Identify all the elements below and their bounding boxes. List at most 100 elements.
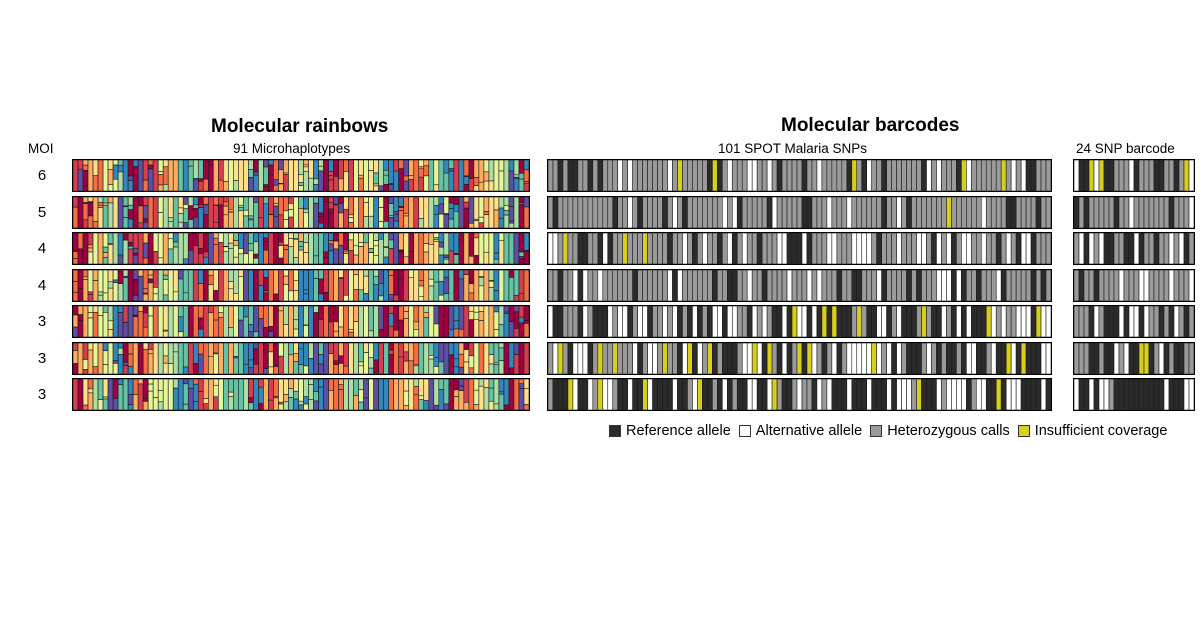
microhaplotype-allele-cell bbox=[147, 164, 154, 170]
microhaplotype-allele-cell bbox=[107, 281, 114, 289]
snp-reference-cell bbox=[916, 343, 922, 374]
microhaplotype-allele-cell bbox=[77, 248, 84, 264]
snp-heterozygous-cell bbox=[786, 160, 793, 191]
snp-heterozygous-cell bbox=[746, 233, 753, 264]
microhaplotype-allele-cell bbox=[167, 248, 174, 264]
rainbow-strip bbox=[72, 305, 530, 338]
snp-alternative-cell bbox=[781, 233, 788, 264]
snp-insufficient-coverage-cell bbox=[697, 379, 703, 410]
microhaplotype-allele-cell bbox=[107, 379, 114, 410]
snp-heterozygous-cell bbox=[652, 270, 658, 301]
microhaplotype-allele-cell bbox=[318, 222, 324, 228]
microhaplotype-allele-cell bbox=[298, 241, 304, 247]
microhaplotype-allele-cell bbox=[162, 166, 169, 185]
microhaplotype-allele-cell bbox=[112, 197, 119, 228]
snp-heterozygous-cell bbox=[926, 270, 932, 301]
microhaplotype-allele-cell bbox=[142, 401, 149, 410]
rainbow-strip bbox=[72, 378, 530, 411]
microhaplotype-allele-cell bbox=[303, 242, 309, 253]
microhaplotype-allele-cell bbox=[77, 314, 84, 321]
microhaplotype-allele-cell bbox=[368, 270, 374, 301]
microhaplotype-allele-cell bbox=[288, 238, 294, 248]
snp-reference-cell bbox=[1178, 379, 1185, 410]
microhaplotype-allele-cell bbox=[73, 197, 79, 208]
microhaplotype-allele-cell bbox=[73, 306, 79, 316]
snp-heterozygous-cell bbox=[642, 343, 648, 374]
snp-alternative-cell bbox=[786, 270, 793, 301]
microhaplotype-allele-cell bbox=[147, 197, 154, 228]
microhaplotype-allele-cell bbox=[403, 215, 410, 228]
snp-heterozygous-cell bbox=[657, 306, 663, 337]
snp-heterozygous-cell bbox=[637, 270, 643, 301]
microhaplotype-allele-cell bbox=[303, 396, 309, 405]
snp-reference-cell bbox=[1078, 160, 1085, 191]
microhaplotype-allele-cell bbox=[73, 160, 79, 191]
microhaplotype-allele-cell bbox=[77, 168, 84, 191]
snp-reference-cell bbox=[577, 270, 584, 301]
microhaplotype-allele-cell bbox=[483, 379, 490, 388]
microhaplotype-allele-cell bbox=[363, 233, 369, 244]
microhaplotype-allele-cell bbox=[448, 343, 455, 356]
snp-insufficient-coverage-cell bbox=[831, 306, 838, 337]
microhaplotype-allele-cell bbox=[378, 295, 384, 301]
snp-heterozygous-cell bbox=[756, 197, 763, 228]
snp24-strip bbox=[1073, 159, 1195, 192]
snp-heterozygous-cell bbox=[1035, 270, 1042, 301]
microhaplotype-allele-cell bbox=[92, 270, 99, 281]
snp-heterozygous-cell bbox=[697, 233, 703, 264]
microhaplotype-allele-cell bbox=[248, 397, 254, 404]
microhaplotype-allele-cell bbox=[448, 329, 455, 337]
snp-alternative-cell bbox=[672, 197, 678, 228]
microhaplotype-allele-cell bbox=[142, 270, 149, 290]
snp-reference-cell bbox=[662, 197, 668, 228]
snp-heterozygous-cell bbox=[662, 160, 668, 191]
microhaplotype-allele-cell bbox=[132, 233, 139, 249]
snp-heterozygous-cell bbox=[751, 233, 758, 264]
snp-heterozygous-cell bbox=[682, 160, 688, 191]
microhaplotype-allele-cell bbox=[343, 233, 349, 251]
microhaplotype-allele-cell bbox=[423, 270, 430, 301]
snp-alternative-cell bbox=[990, 306, 997, 337]
microhaplotype-allele-cell bbox=[177, 306, 184, 318]
snp-alternative-cell bbox=[1010, 379, 1017, 410]
snp-heterozygous-cell bbox=[1138, 160, 1145, 191]
microhaplotype-allele-cell bbox=[137, 270, 144, 277]
snp24-strip-svg bbox=[1074, 379, 1194, 410]
snp-reference-cell bbox=[931, 306, 937, 337]
microhaplotype-allele-cell bbox=[298, 400, 304, 406]
microhaplotype-allele-cell bbox=[368, 379, 374, 410]
snp-heterozygous-cell bbox=[1153, 270, 1160, 301]
microhaplotype-allele-cell bbox=[283, 245, 289, 250]
snp-heterozygous-cell bbox=[761, 233, 768, 264]
microhaplotype-allele-cell bbox=[463, 197, 470, 203]
snp-heterozygous-cell bbox=[1173, 233, 1180, 264]
snp-heterozygous-cell bbox=[816, 343, 823, 374]
microhaplotype-allele-cell bbox=[458, 278, 465, 301]
microhaplotype-allele-cell bbox=[283, 401, 289, 410]
microhaplotype-allele-cell bbox=[428, 270, 435, 280]
snp-heterozygous-cell bbox=[751, 270, 758, 301]
snp-reference-cell bbox=[1030, 160, 1037, 191]
microhaplotype-allele-cell bbox=[283, 275, 289, 285]
snp-heterozygous-cell bbox=[677, 197, 683, 228]
microhaplotype-allele-cell bbox=[518, 197, 525, 204]
snp-alternative-cell bbox=[846, 343, 853, 374]
microhaplotype-allele-cell bbox=[323, 306, 329, 337]
microhaplotype-allele-cell bbox=[398, 197, 405, 207]
snp-heterozygous-cell bbox=[761, 160, 768, 191]
snp-heterozygous-cell bbox=[587, 270, 594, 301]
microhaplotype-allele-cell bbox=[172, 160, 179, 191]
microhaplotype-allele-cell bbox=[478, 306, 485, 312]
microhaplotype-allele-cell bbox=[448, 233, 455, 252]
microhaplotype-allele-cell bbox=[403, 213, 410, 217]
microhaplotype-allele-cell bbox=[368, 233, 374, 249]
snp-heterozygous-cell bbox=[552, 270, 559, 301]
microhaplotype-allele-cell bbox=[132, 343, 139, 374]
snp-heterozygous-cell bbox=[647, 197, 653, 228]
microhaplotype-allele-cell bbox=[323, 160, 329, 191]
microhaplotype-allele-cell bbox=[378, 238, 384, 264]
snp-heterozygous-cell bbox=[1118, 233, 1125, 264]
microhaplotype-allele-cell bbox=[157, 401, 164, 410]
microhaplotype-allele-cell bbox=[463, 274, 470, 301]
microhaplotype-allele-cell bbox=[338, 363, 344, 374]
